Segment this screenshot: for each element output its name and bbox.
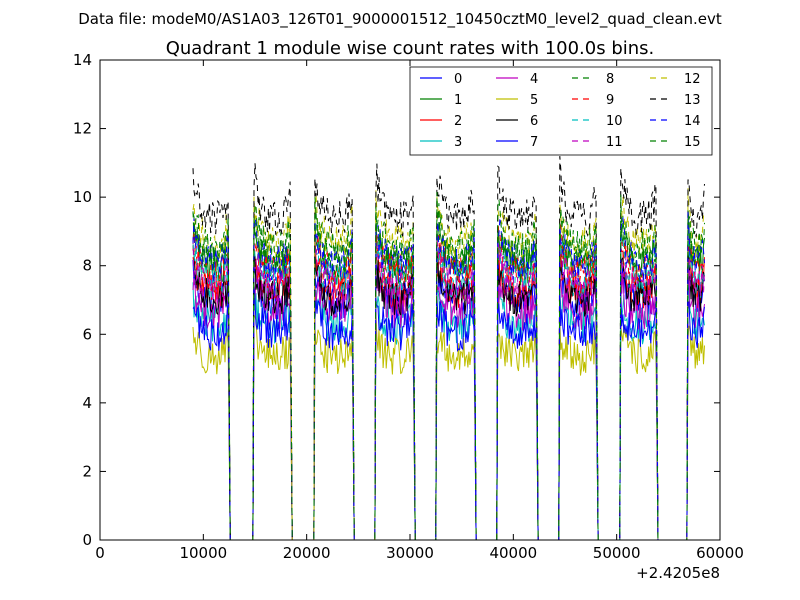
y-tick-label: 4: [82, 394, 92, 412]
x-tick-label: 60000: [696, 544, 744, 562]
axes-layer: 0 10000 20000 30000 40000 50000 60000024681012…: [73, 51, 744, 562]
series-layer: [192, 156, 705, 540]
legend-label-4: 4: [530, 72, 538, 87]
legend-label-0: 0: [454, 72, 462, 87]
legend-label-2: 2: [454, 114, 462, 129]
y-tick-label: 14: [73, 51, 92, 69]
legend-label-5: 5: [530, 93, 538, 108]
x-tick-label: 10000: [179, 544, 227, 562]
legend-label-9: 9: [606, 93, 614, 108]
y-tick-label: 12: [73, 120, 92, 138]
legend-label-8: 8: [606, 72, 614, 87]
x-tick-label: 0: [95, 544, 105, 562]
legend-label-3: 3: [454, 135, 462, 150]
legend-label-10: 10: [606, 114, 623, 129]
legend-label-13: 13: [684, 93, 701, 108]
x-tick-label: 30000: [386, 544, 434, 562]
x-tick-label: 20000: [283, 544, 331, 562]
y-tick-label: 8: [82, 257, 92, 275]
legend-label-6: 6: [530, 114, 538, 129]
figure-suptitle: Data file: modeM0/AS1A03_126T01_90000015…: [78, 10, 722, 29]
y-tick-label: 10: [73, 188, 92, 206]
legend-label-1: 1: [454, 93, 462, 108]
series-line-15: [192, 191, 705, 540]
series-line-5: [192, 312, 705, 540]
y-tick-label: 0: [82, 531, 92, 549]
x-tick-label: 50000: [593, 544, 641, 562]
legend-label-12: 12: [684, 72, 701, 87]
legend-label-7: 7: [530, 135, 538, 150]
x-tick-label: 40000: [489, 544, 537, 562]
y-tick-label: 6: [82, 325, 92, 343]
chart-title: Quadrant 1 module wise count rates with …: [166, 38, 655, 59]
legend-label-11: 11: [606, 135, 623, 150]
legend-frame: [409, 66, 713, 156]
y-tick-label: 2: [82, 462, 92, 480]
legend-label-15: 15: [684, 135, 701, 150]
x-offset-label: +2.4205e8: [636, 564, 720, 582]
legend-label-14: 14: [684, 114, 701, 129]
